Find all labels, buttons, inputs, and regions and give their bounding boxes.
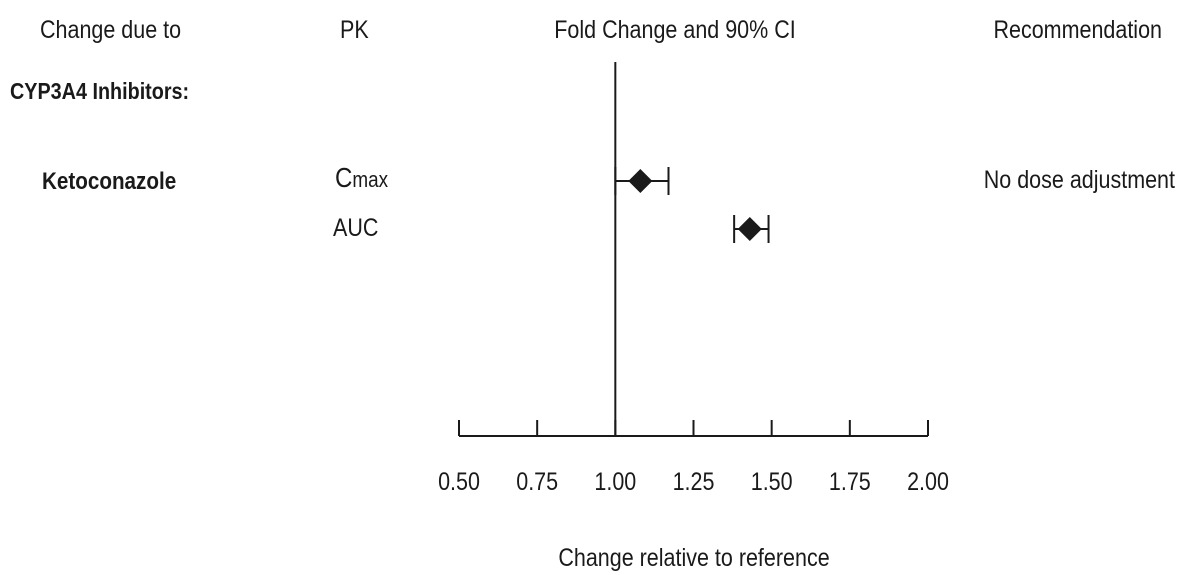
- pk-label-cmax-main: C: [335, 162, 353, 193]
- x-tick-label: 1.00: [594, 467, 636, 495]
- x-tick-label: 1.50: [751, 467, 793, 495]
- pk-label-cmax-sub: max: [352, 167, 389, 192]
- header-fold-change: Fold Change and 90% CI: [554, 16, 796, 44]
- drug-label: Ketoconazole: [42, 168, 177, 195]
- group-label: CYP3A4 Inhibitors:: [10, 78, 190, 104]
- header-pk: PK: [340, 16, 369, 44]
- header-change-due-to: Change due to: [40, 16, 182, 44]
- x-tick-label: 2.00: [907, 467, 949, 495]
- x-tick-label: 0.50: [438, 467, 480, 495]
- estimate-marker: [737, 217, 762, 241]
- x-tick-label: 1.25: [673, 467, 715, 495]
- recommendation-label: No dose adjustment: [983, 166, 1175, 194]
- pk-label-cmax: Cmax: [335, 164, 388, 192]
- x-axis-label: Change relative to reference: [558, 544, 830, 572]
- header-recommendation: Recommendation: [993, 16, 1162, 44]
- x-tick-label: 1.75: [829, 467, 871, 495]
- estimate-marker: [628, 169, 653, 193]
- pk-label-auc: AUC: [333, 214, 379, 242]
- x-tick-label: 0.75: [516, 467, 558, 495]
